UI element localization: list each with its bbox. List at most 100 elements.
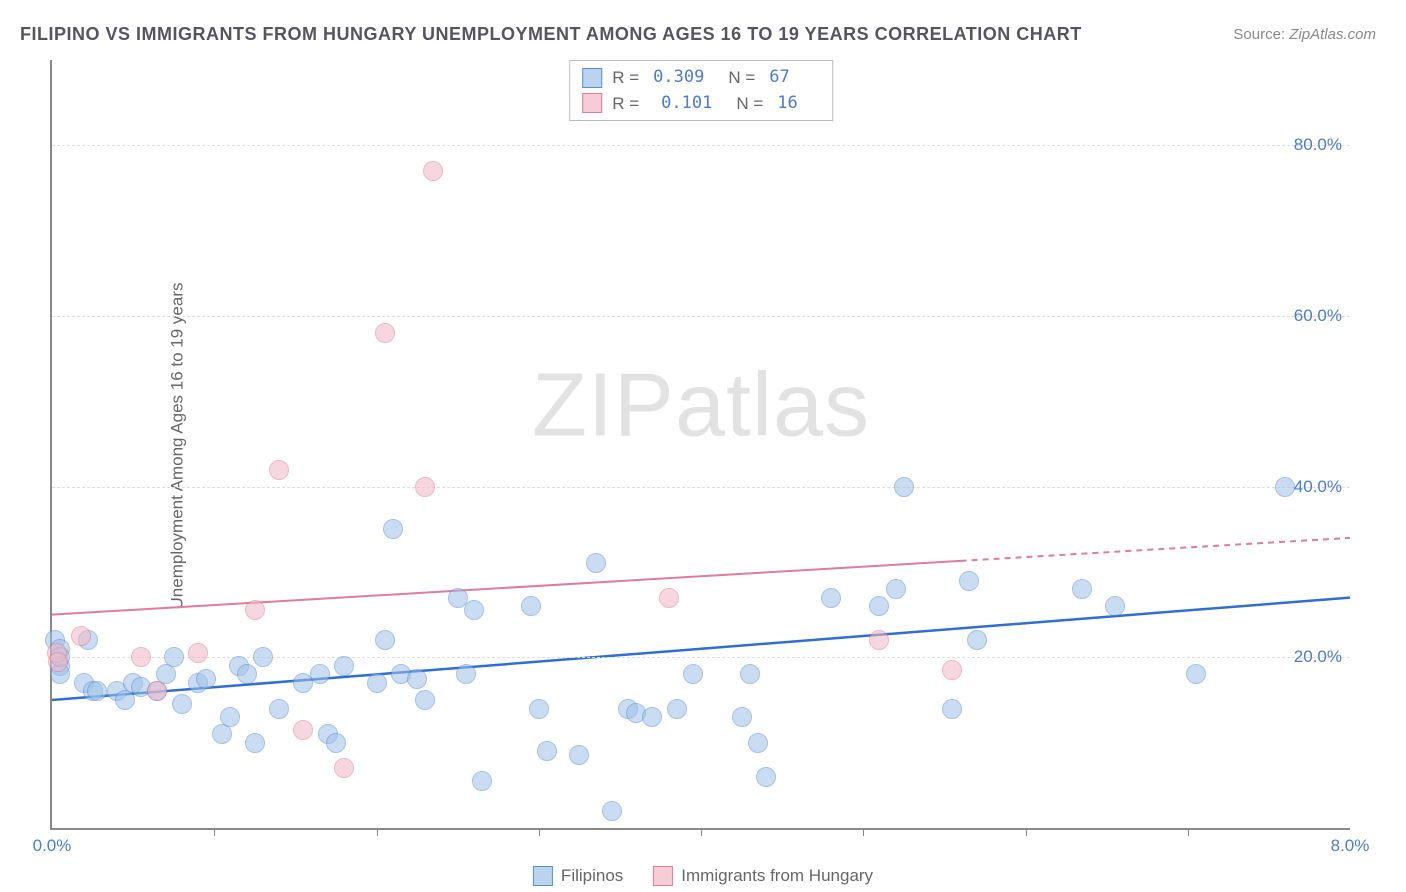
data-point: [732, 707, 752, 727]
data-point: [869, 596, 889, 616]
data-point: [415, 477, 435, 497]
bottom-legend: Filipinos Immigrants from Hungary: [533, 866, 873, 886]
x-tick-label: 0.0%: [33, 836, 72, 856]
data-point: [293, 720, 313, 740]
y-tick-label: 60.0%: [1294, 306, 1342, 326]
data-point: [245, 600, 265, 620]
data-point: [602, 801, 622, 821]
source-label: Source:: [1233, 26, 1285, 43]
data-point: [942, 699, 962, 719]
legend-label-1: Filipinos: [561, 866, 623, 886]
data-point: [253, 647, 273, 667]
stat-r-value-1: 0.309: [653, 65, 704, 91]
data-point: [886, 579, 906, 599]
plot-area: ZIPatlas R = 0.309 N = 67 R = 0.101 N = …: [50, 60, 1350, 830]
data-point: [423, 161, 443, 181]
data-point: [748, 733, 768, 753]
data-point: [71, 626, 91, 646]
stats-legend-box: R = 0.309 N = 67 R = 0.101 N = 16: [569, 60, 833, 121]
stats-row-2: R = 0.101 N = 16: [582, 91, 812, 117]
x-tick-mark: [377, 828, 378, 836]
data-point: [87, 681, 107, 701]
stat-r-label-1: R =: [612, 65, 639, 91]
data-point: [196, 669, 216, 689]
data-point: [269, 699, 289, 719]
data-point: [756, 767, 776, 787]
data-point: [237, 664, 257, 684]
data-point: [164, 647, 184, 667]
data-point: [326, 733, 346, 753]
data-point: [334, 656, 354, 676]
y-tick-label: 20.0%: [1294, 647, 1342, 667]
x-tick-mark: [863, 828, 864, 836]
data-point: [942, 660, 962, 680]
data-point: [894, 477, 914, 497]
watermark: ZIPatlas: [532, 354, 870, 457]
stat-r-label-2: R =: [612, 91, 639, 117]
data-point: [456, 664, 476, 684]
source-credit: Source: ZipAtlas.com: [1233, 26, 1376, 43]
data-point: [521, 596, 541, 616]
x-tick-mark: [701, 828, 702, 836]
stat-n-label-2: N =: [736, 91, 763, 117]
gridline: [52, 487, 1350, 488]
legend-item-2: Immigrants from Hungary: [653, 866, 873, 886]
data-point: [1186, 664, 1206, 684]
chart-title: FILIPINO VS IMMIGRANTS FROM HUNGARY UNEM…: [20, 24, 1082, 45]
data-point: [310, 664, 330, 684]
x-tick-label: 8.0%: [1331, 836, 1370, 856]
stat-n-label-1: N =: [728, 65, 755, 91]
data-point: [415, 690, 435, 710]
data-point: [48, 652, 68, 672]
data-point: [464, 600, 484, 620]
data-point: [269, 460, 289, 480]
data-point: [537, 741, 557, 761]
source-value: ZipAtlas.com: [1289, 26, 1376, 43]
stat-n-value-1: 67: [769, 65, 789, 91]
data-point: [667, 699, 687, 719]
data-point: [472, 771, 492, 791]
gridline: [52, 145, 1350, 146]
legend-item-1: Filipinos: [533, 866, 623, 886]
data-point: [569, 745, 589, 765]
chart-container: FILIPINO VS IMMIGRANTS FROM HUNGARY UNEM…: [0, 0, 1406, 892]
data-point: [959, 571, 979, 591]
data-point: [1105, 596, 1125, 616]
data-point: [131, 647, 151, 667]
data-point: [1275, 477, 1295, 497]
data-point: [115, 690, 135, 710]
legend-swatch-2: [653, 866, 673, 886]
data-point: [383, 519, 403, 539]
stats-row-1: R = 0.309 N = 67: [582, 65, 812, 91]
data-point: [245, 733, 265, 753]
x-tick-mark: [214, 828, 215, 836]
data-point: [172, 694, 192, 714]
gridline: [52, 657, 1350, 658]
data-point: [659, 588, 679, 608]
y-tick-label: 80.0%: [1294, 135, 1342, 155]
gridline: [52, 316, 1350, 317]
data-point: [967, 630, 987, 650]
data-point: [407, 669, 427, 689]
data-point: [375, 323, 395, 343]
data-point: [188, 643, 208, 663]
y-tick-label: 40.0%: [1294, 477, 1342, 497]
data-point: [375, 630, 395, 650]
swatch-series-1: [582, 68, 602, 88]
data-point: [1072, 579, 1092, 599]
swatch-series-2: [582, 93, 602, 113]
data-point: [367, 673, 387, 693]
x-tick-mark: [539, 828, 540, 836]
data-point: [212, 724, 232, 744]
x-tick-mark: [1026, 828, 1027, 836]
data-point: [529, 699, 549, 719]
data-point: [642, 707, 662, 727]
data-point: [334, 758, 354, 778]
x-tick-mark: [1188, 828, 1189, 836]
legend-swatch-1: [533, 866, 553, 886]
data-point: [821, 588, 841, 608]
data-point: [683, 664, 703, 684]
data-point: [869, 630, 889, 650]
trend-lines-svg: [52, 60, 1350, 828]
stat-r-value-2: 0.101: [661, 91, 712, 117]
